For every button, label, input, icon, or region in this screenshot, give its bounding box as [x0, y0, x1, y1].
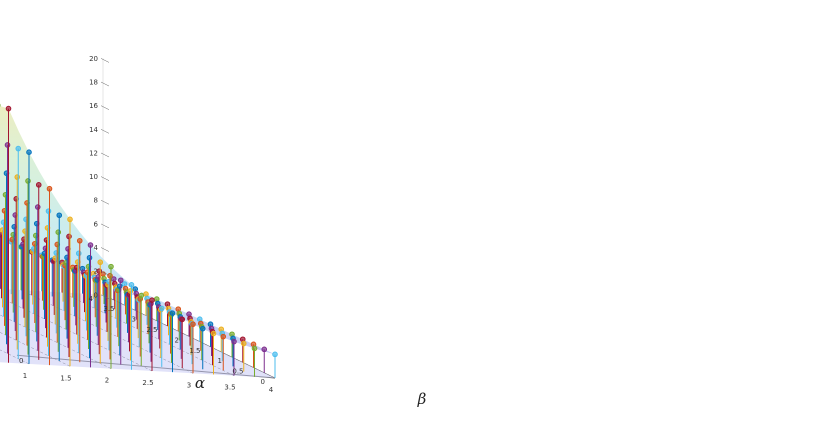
x-tick-label: 2.5: [142, 379, 153, 387]
stem-marker: [127, 288, 134, 294]
x-tick-label: 1: [23, 372, 27, 380]
z-tick-label: 18: [89, 79, 98, 87]
stem-marker: [164, 301, 171, 307]
z-tick-label: 8: [94, 197, 98, 205]
stem-marker: [76, 237, 83, 244]
stem-marker: [26, 149, 32, 156]
z-tick-label: 0: [94, 291, 98, 299]
stem-marker: [5, 105, 12, 112]
y-axis-label: α: [195, 374, 205, 392]
y-tick-label: 2: [175, 336, 179, 344]
stem-marker: [199, 325, 206, 332]
y-tick-label: 1: [218, 357, 222, 365]
labels-group: 0246810121416182000.511.522.533.5400.511…: [19, 55, 427, 408]
stem-marker: [87, 242, 94, 248]
z-tick-label: 2: [94, 268, 98, 276]
z-tick-mark: [100, 105, 110, 110]
stem-marker: [190, 321, 196, 328]
stem-marker: [46, 185, 53, 192]
stem-marker: [149, 297, 155, 304]
z-tick-mark: [100, 58, 110, 63]
z-tick-label: 12: [89, 149, 98, 157]
stem-marker: [186, 311, 192, 317]
stem-marker: [35, 182, 42, 188]
z-tick-mark: [100, 270, 110, 276]
stem-marker: [97, 259, 104, 266]
stem-marker: [67, 216, 73, 223]
z-tick-mark: [100, 176, 110, 181]
x-tick-label: 4: [269, 386, 274, 394]
stem-marker: [66, 233, 72, 240]
z-tick-mark: [100, 247, 110, 252]
stem-marker: [251, 345, 258, 352]
stem-marker: [25, 178, 31, 184]
stem-marker: [179, 316, 186, 323]
stem-marker: [121, 281, 128, 287]
z-tick-mark: [100, 81, 110, 87]
y-tick-label: 3.5: [103, 305, 114, 313]
y-tick-label: 0.5: [232, 368, 243, 376]
stem-marker: [143, 291, 149, 297]
stem-marker: [240, 340, 247, 347]
x-tick-label: 3: [187, 381, 191, 389]
x-tick-label: 0: [19, 357, 23, 365]
stem-marker: [261, 346, 268, 353]
stem-marker: [231, 338, 237, 345]
stem-marker: [117, 277, 124, 284]
stem-marker: [153, 296, 160, 302]
stem-marker: [220, 333, 227, 340]
stem-marker: [108, 263, 114, 270]
stem-marker: [116, 283, 123, 289]
x-tick-label: 1.5: [60, 374, 71, 382]
stem-marker: [56, 212, 63, 219]
x-tick-label: 3.5: [224, 384, 235, 392]
z-tick-mark: [100, 129, 110, 134]
y-tick-label: 0: [261, 378, 265, 386]
stem-marker: [175, 306, 182, 312]
surface-group: [0, 105, 275, 378]
z-tick-mark: [100, 223, 110, 229]
stem-marker: [34, 204, 41, 210]
y-tick-label: 2.5: [146, 326, 157, 334]
y-tick-label: 1.5: [189, 347, 200, 355]
z-tick-mark: [100, 200, 110, 205]
z-tick-mark: [100, 152, 110, 158]
stem-marker: [169, 310, 176, 316]
stem-marker: [75, 250, 82, 257]
x-axis-label: β: [417, 390, 427, 408]
stem-marker: [55, 229, 62, 236]
stem-marker: [4, 142, 11, 148]
stem-marker: [138, 292, 145, 299]
stem-marker: [210, 330, 217, 337]
stem-marker: [158, 305, 165, 312]
stem-marker: [45, 208, 52, 214]
z-tick-label: 4: [94, 244, 99, 252]
stem-marker: [272, 351, 278, 358]
stem-marker: [132, 286, 139, 292]
stem-marker: [86, 254, 93, 261]
y-tick-label: 3: [132, 316, 136, 324]
z-tick-label: 10: [89, 173, 98, 181]
stem-marker: [107, 272, 113, 279]
stem-marker: [15, 145, 22, 152]
z-tick-mark: [100, 294, 110, 300]
z-tick-label: 14: [89, 126, 98, 134]
stem-marker: [14, 174, 21, 180]
y-tick-label: 4: [89, 295, 94, 303]
x-tick-label: 2: [105, 377, 109, 385]
z-tick-label: 20: [89, 55, 98, 63]
surface-top: [0, 105, 275, 355]
z-tick-label: 16: [89, 102, 98, 110]
stem-marker: [128, 282, 135, 288]
stems-group: [0, 103, 278, 378]
z-tick-label: 6: [94, 220, 99, 228]
